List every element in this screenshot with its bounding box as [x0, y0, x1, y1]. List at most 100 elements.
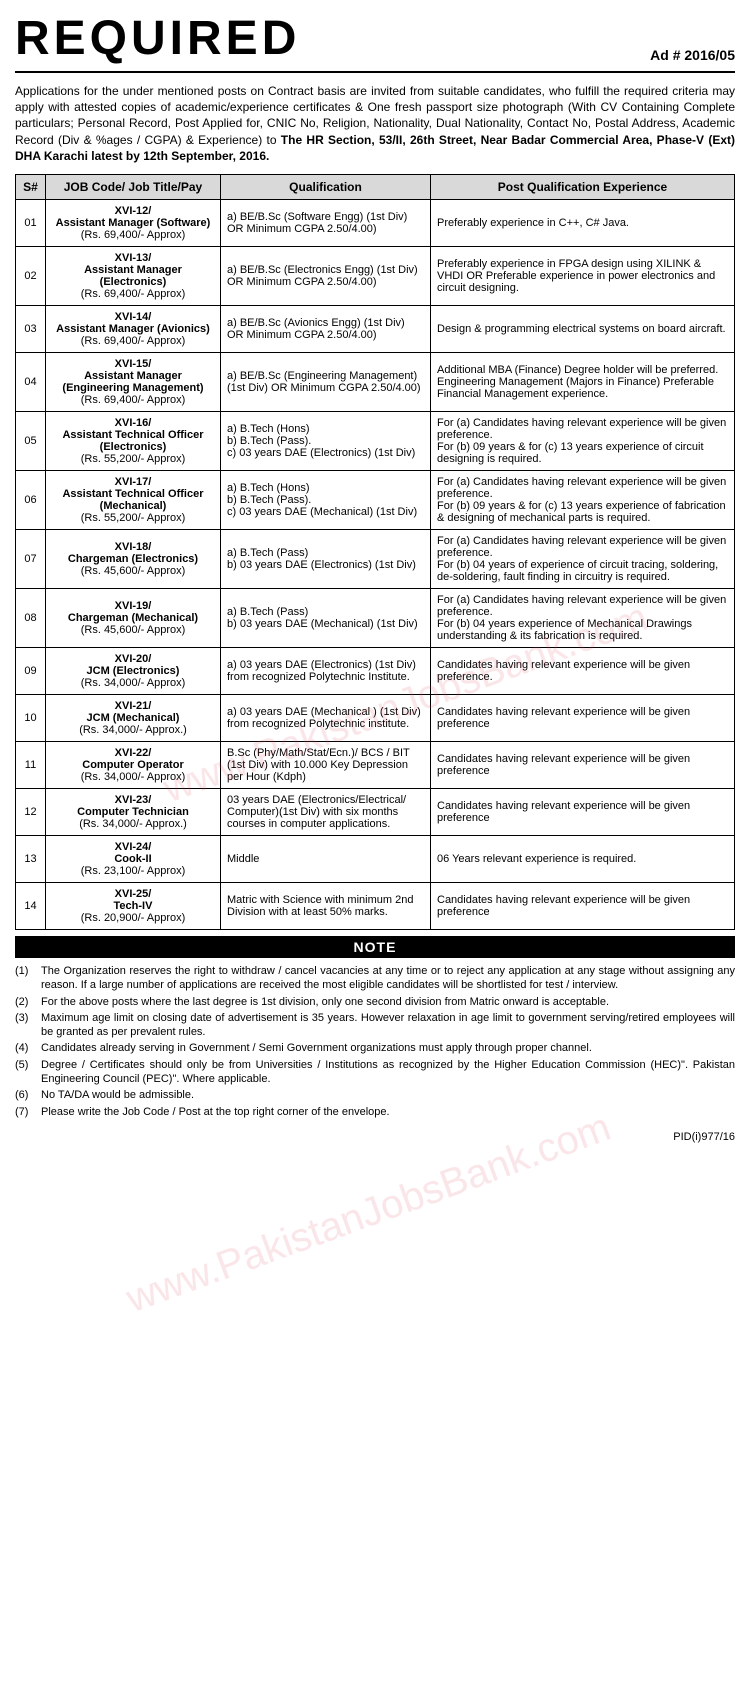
job-title: Cook-II	[52, 853, 214, 865]
cell-qualification: B.Sc (Phy/Math/Stat/Ecn.)/ BCS / BIT (1s…	[221, 741, 431, 788]
cell-sn: 04	[16, 352, 46, 411]
job-title: Assistant Manager (Avionics)	[52, 323, 214, 335]
cell-experience: For (a) Candidates having relevant exper…	[431, 411, 735, 470]
col-qualification: Qualification	[221, 174, 431, 199]
job-pay: (Rs. 34,000/- Approx.)	[52, 818, 214, 830]
cell-experience: Design & programming electrical systems …	[431, 305, 735, 352]
cell-job: XVI-12/Assistant Manager (Software)(Rs. …	[46, 199, 221, 246]
job-pay: (Rs. 69,400/- Approx)	[52, 288, 214, 300]
cell-experience: Candidates having relevant experience wi…	[431, 882, 735, 929]
cell-job: XVI-23/Computer Technician(Rs. 34,000/- …	[46, 788, 221, 835]
cell-qualification: a) BE/B.Sc (Software Engg) (1st Div) OR …	[221, 199, 431, 246]
job-pay: (Rs. 45,600/- Approx)	[52, 624, 214, 636]
table-row: 11XVI-22/Computer Operator(Rs. 34,000/- …	[16, 741, 735, 788]
footer-pid: PID(i)977/16	[15, 1131, 735, 1143]
ad-number: Ad # 2016/05	[650, 47, 735, 63]
cell-job: XVI-24/Cook-II(Rs. 23,100/- Approx)	[46, 835, 221, 882]
job-pay: (Rs. 34,000/- Approx.)	[52, 724, 214, 736]
table-row: 03XVI-14/Assistant Manager (Avionics)(Rs…	[16, 305, 735, 352]
col-sn: S#	[16, 174, 46, 199]
job-title: Tech-IV	[52, 900, 214, 912]
cell-sn: 10	[16, 694, 46, 741]
job-code: XVI-13/	[52, 252, 214, 264]
job-pay: (Rs. 55,200/- Approx)	[52, 453, 214, 465]
note-text: For the above posts where the last degre…	[41, 995, 735, 1009]
cell-qualification: a) B.Tech (Hons) b) B.Tech (Pass). c) 03…	[221, 411, 431, 470]
job-title: JCM (Electronics)	[52, 665, 214, 677]
cell-qualification: a) BE/B.Sc (Avionics Engg) (1st Div) OR …	[221, 305, 431, 352]
cell-sn: 14	[16, 882, 46, 929]
cell-sn: 06	[16, 470, 46, 529]
job-title: JCM (Mechanical)	[52, 712, 214, 724]
table-row: 08XVI-19/Chargeman (Mechanical)(Rs. 45,6…	[16, 588, 735, 647]
cell-experience: Preferably experience in C++, C# Java.	[431, 199, 735, 246]
cell-job: XVI-22/Computer Operator(Rs. 34,000/- Ap…	[46, 741, 221, 788]
job-pay: (Rs. 20,900/- Approx)	[52, 912, 214, 924]
col-experience: Post Qualification Experience	[431, 174, 735, 199]
cell-experience: Candidates having relevant experience wi…	[431, 647, 735, 694]
job-pay: (Rs. 69,400/- Approx)	[52, 394, 214, 406]
job-title: Chargeman (Mechanical)	[52, 612, 214, 624]
cell-experience: Candidates having relevant experience wi…	[431, 694, 735, 741]
job-code: XVI-23/	[52, 794, 214, 806]
cell-qualification: Matric with Science with minimum 2nd Div…	[221, 882, 431, 929]
note-text: The Organization reserves the right to w…	[41, 964, 735, 993]
cell-qualification: a) BE/B.Sc (Engineering Management) (1st…	[221, 352, 431, 411]
note-item: (4)Candidates already serving in Governm…	[15, 1041, 735, 1055]
note-item: (3)Maximum age limit on closing date of …	[15, 1011, 735, 1040]
table-row: 04 XVI-15/Assistant Manager (Engineering …	[16, 352, 735, 411]
cell-sn: 08	[16, 588, 46, 647]
note-text: Maximum age limit on closing date of adv…	[41, 1011, 735, 1040]
job-title: Assistant Manager (Electronics)	[52, 264, 214, 288]
job-code: XVI-14/	[52, 311, 214, 323]
job-title: Computer Operator	[52, 759, 214, 771]
job-title: Assistant Manager (Engineering Managemen…	[52, 370, 214, 394]
note-number: (6)	[15, 1088, 41, 1102]
cell-qualification: Middle	[221, 835, 431, 882]
cell-qualification: a) 03 years DAE (Electronics) (1st Div) …	[221, 647, 431, 694]
note-text: Degree / Certificates should only be fro…	[41, 1058, 735, 1087]
cell-experience: For (a) Candidates having relevant exper…	[431, 529, 735, 588]
note-item: (7)Please write the Job Code / Post at t…	[15, 1105, 735, 1119]
table-row: 10 XVI-21/JCM (Mechanical)(Rs. 34,000/- A…	[16, 694, 735, 741]
job-pay: (Rs. 55,200/- Approx)	[52, 512, 214, 524]
job-code: XVI-18/	[52, 541, 214, 553]
table-row: 09XVI-20/JCM (Electronics)(Rs. 34,000/- …	[16, 647, 735, 694]
cell-qualification: a) B.Tech (Hons) b) B.Tech (Pass). c) 03…	[221, 470, 431, 529]
cell-job: XVI-16/Assistant Technical Officer (Elec…	[46, 411, 221, 470]
cell-experience: Candidates having relevant experience wi…	[431, 741, 735, 788]
note-text: Please write the Job Code / Post at the …	[41, 1105, 735, 1119]
cell-qualification: a) BE/B.Sc (Electronics Engg) (1st Div) …	[221, 246, 431, 305]
cell-experience: 06 Years relevant experience is required…	[431, 835, 735, 882]
cell-sn: 02	[16, 246, 46, 305]
note-item: (6)No TA/DA would be admissible.	[15, 1088, 735, 1102]
note-header: NOTE	[15, 936, 735, 958]
cell-job: XVI-25/Tech-IV(Rs. 20,900/- Approx)	[46, 882, 221, 929]
cell-sn: 01	[16, 199, 46, 246]
job-title: Assistant Technical Officer (Electronics…	[52, 429, 214, 453]
cell-job: XVI-13/Assistant Manager (Electronics)(R…	[46, 246, 221, 305]
cell-job: XVI-14/Assistant Manager (Avionics)(Rs. …	[46, 305, 221, 352]
job-pay: (Rs. 69,400/- Approx)	[52, 335, 214, 347]
note-item: (1)The Organization reserves the right t…	[15, 964, 735, 993]
job-title: Computer Technician	[52, 806, 214, 818]
cell-sn: 03	[16, 305, 46, 352]
job-pay: (Rs. 23,100/- Approx)	[52, 865, 214, 877]
job-title: Assistant Technical Officer (Mechanical)	[52, 488, 214, 512]
job-pay: (Rs. 45,600/- Approx)	[52, 565, 214, 577]
job-code: XVI-20/	[52, 653, 214, 665]
table-row: 07 XVI-18/Chargeman (Electronics)(Rs. 45,…	[16, 529, 735, 588]
note-number: (2)	[15, 995, 41, 1009]
notes-list: (1)The Organization reserves the right t…	[15, 958, 735, 1127]
job-title: Chargeman (Electronics)	[52, 553, 214, 565]
table-row: 02XVI-13/Assistant Manager (Electronics)…	[16, 246, 735, 305]
cell-sn: 07	[16, 529, 46, 588]
cell-sn: 05	[16, 411, 46, 470]
cell-experience: For (a) Candidates having relevant exper…	[431, 470, 735, 529]
col-job: JOB Code/ Job Title/Pay	[46, 174, 221, 199]
job-code: XVI-15/	[52, 358, 214, 370]
cell-sn: 11	[16, 741, 46, 788]
job-code: XVI-21/	[52, 700, 214, 712]
cell-sn: 12	[16, 788, 46, 835]
table-row: 06XVI-17/Assistant Technical Officer (Me…	[16, 470, 735, 529]
